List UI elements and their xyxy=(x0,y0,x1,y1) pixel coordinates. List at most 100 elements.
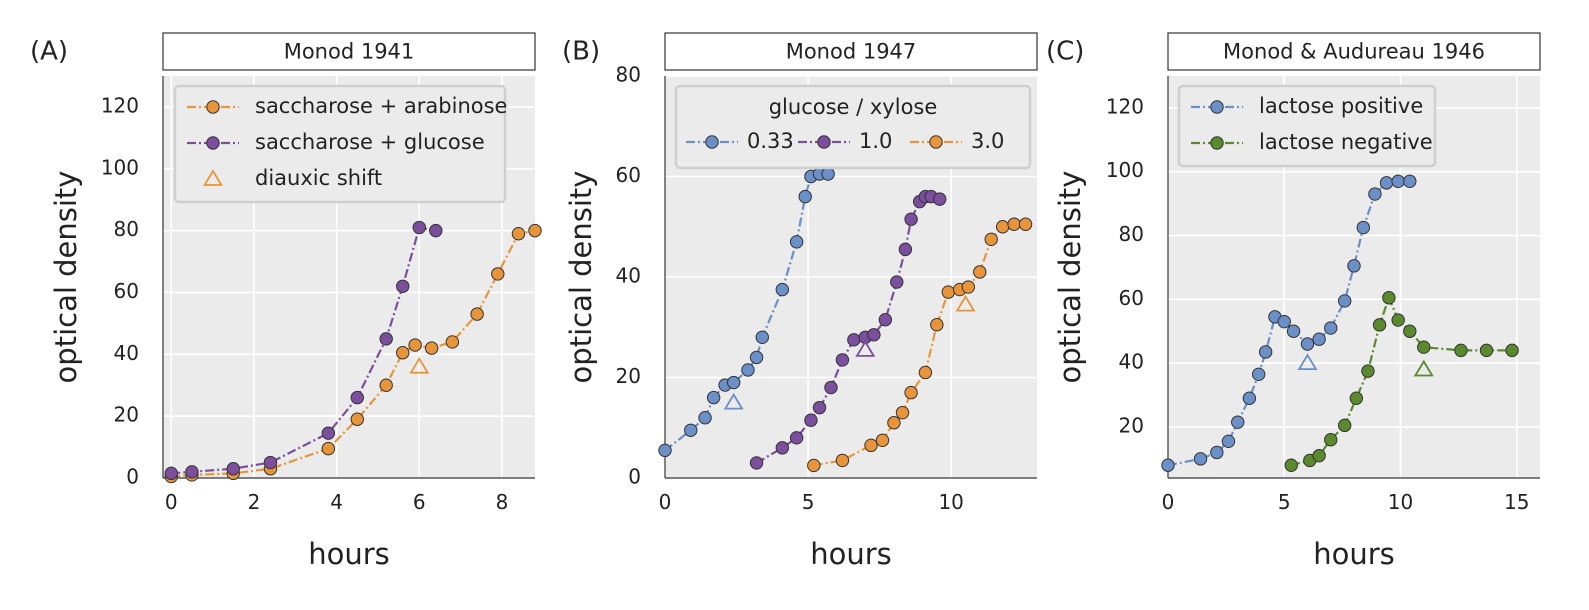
x-tick-label: 0 xyxy=(1162,490,1175,514)
series-1 xyxy=(658,167,835,458)
series-line xyxy=(171,229,536,478)
data-point xyxy=(1391,174,1405,188)
panel-title: Monod 1941 xyxy=(284,40,415,64)
data-point xyxy=(847,333,861,347)
data-point xyxy=(867,328,881,342)
legend-item: diauxic shift xyxy=(203,166,382,190)
y-tick-label: 20 xyxy=(1119,413,1144,437)
y-tick-label: 40 xyxy=(1119,350,1144,374)
legend-marker xyxy=(817,135,831,149)
data-point xyxy=(445,335,460,349)
y-tick-label: 20 xyxy=(616,364,641,388)
data-point xyxy=(1284,458,1298,472)
series-line xyxy=(171,226,437,475)
data-point xyxy=(408,338,422,352)
data-point xyxy=(775,282,790,297)
data-point xyxy=(726,375,741,390)
y-axis-label: optical density xyxy=(49,171,83,384)
data-point xyxy=(263,455,278,470)
data-point xyxy=(824,380,838,395)
data-point xyxy=(961,280,976,294)
shift-marker xyxy=(1297,353,1318,371)
data-point xyxy=(904,212,918,226)
data-point xyxy=(396,346,410,360)
data-point xyxy=(1361,364,1375,378)
legend-item: 1.0 xyxy=(798,129,892,153)
data-point xyxy=(798,189,812,204)
legend-marker xyxy=(203,169,223,186)
data-point xyxy=(350,412,364,426)
data-point xyxy=(1417,340,1431,354)
data-point xyxy=(1368,187,1382,201)
legend-label: 0.33 xyxy=(747,129,794,153)
data-point xyxy=(1018,217,1033,231)
data-point xyxy=(1007,217,1021,231)
shift-marker xyxy=(855,340,876,357)
data-point xyxy=(698,411,712,425)
x-tick-label: 10 xyxy=(1388,490,1413,514)
data-point xyxy=(185,465,199,479)
y-tick-label: 80 xyxy=(616,63,641,87)
data-point xyxy=(904,385,918,400)
data-point xyxy=(941,285,955,299)
title-box xyxy=(664,32,1038,71)
panel-letter: (A) xyxy=(30,37,68,67)
legend-item: lactose positive xyxy=(1191,94,1423,118)
data-point xyxy=(835,353,850,367)
panel-title: Monod & Audureau 1946 xyxy=(1223,40,1485,64)
data-point xyxy=(396,279,410,293)
y-tick-label: 120 xyxy=(1106,94,1144,118)
legend-item: saccharose + glucose xyxy=(187,130,485,154)
data-point xyxy=(864,438,878,453)
legend-marker xyxy=(1210,136,1224,150)
data-point xyxy=(1312,448,1326,463)
data-point xyxy=(1258,345,1273,359)
data-point xyxy=(658,443,672,458)
shift-marker xyxy=(409,356,430,374)
data-point xyxy=(429,223,443,238)
data-point xyxy=(933,192,947,206)
legend-label: saccharose + arabinose xyxy=(255,94,507,118)
data-point xyxy=(898,242,913,257)
data-point xyxy=(995,220,1010,234)
data-point xyxy=(412,220,426,235)
series-2 xyxy=(164,220,443,481)
legend: glucose / xylose 0.33 1.0 3.0 xyxy=(674,84,1032,170)
y-tick-label: 120 xyxy=(101,93,139,117)
data-point xyxy=(1210,445,1224,460)
data-point xyxy=(164,466,178,481)
legend-label: diauxic shift xyxy=(255,166,382,190)
data-point xyxy=(350,390,364,405)
x-tick-label: 0 xyxy=(659,490,672,514)
data-point xyxy=(1312,332,1326,346)
data-point xyxy=(749,456,764,470)
y-tick-label: 0 xyxy=(628,465,641,489)
data-point xyxy=(1338,294,1352,308)
data-point xyxy=(1391,313,1405,327)
y-tick-label: 20 xyxy=(114,403,139,427)
y-tick-label: 0 xyxy=(126,465,139,489)
data-point xyxy=(741,363,755,377)
data-point xyxy=(321,441,336,456)
legend: lactose positive lactose negative xyxy=(1177,84,1437,168)
x-tick-label: 8 xyxy=(496,490,509,514)
data-point xyxy=(755,330,769,344)
data-point xyxy=(749,350,764,365)
data-point xyxy=(470,307,484,321)
data-point xyxy=(379,332,393,346)
legend-title: glucose / xylose xyxy=(769,95,938,119)
shift-marker xyxy=(1413,359,1434,377)
y-axis-label: optical density xyxy=(1053,171,1087,384)
data-point xyxy=(1338,418,1352,433)
data-point xyxy=(1356,220,1371,235)
data-point xyxy=(1347,259,1361,273)
y-tick-label: 60 xyxy=(114,279,139,303)
legend-label: lactose positive xyxy=(1259,94,1423,118)
y-tick-label: 80 xyxy=(114,217,139,241)
data-point xyxy=(1505,343,1519,358)
data-point xyxy=(878,313,893,327)
legend-label: 1.0 xyxy=(859,129,892,153)
x-tick-label: 10 xyxy=(938,490,963,514)
y-tick-label: 60 xyxy=(616,163,641,187)
data-point xyxy=(984,232,998,247)
